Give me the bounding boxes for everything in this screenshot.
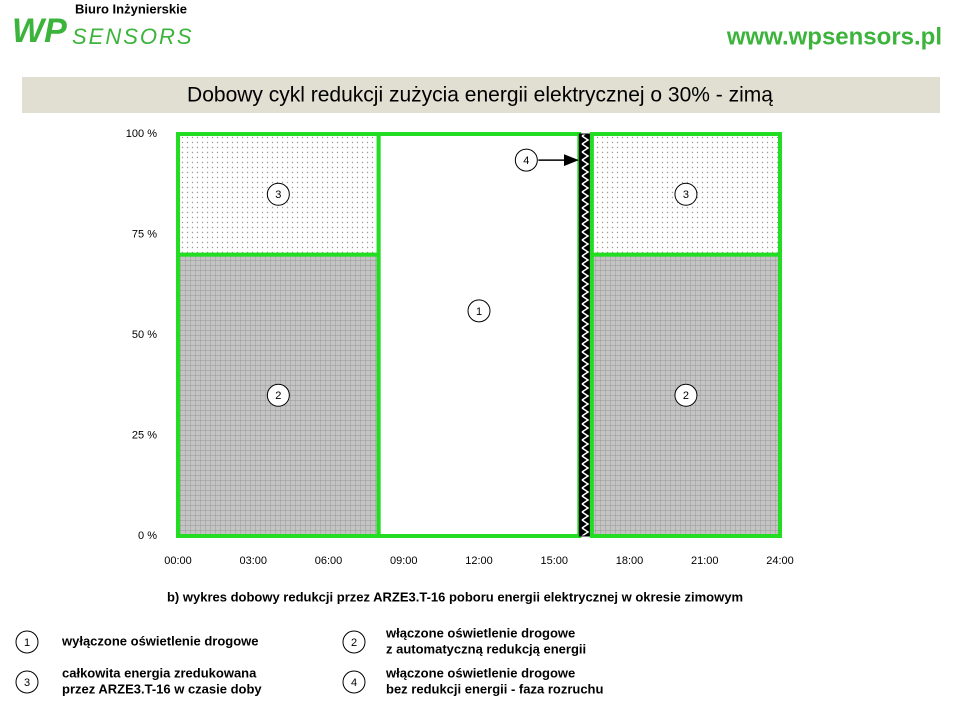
region-marker [266, 182, 290, 206]
title-bar [22, 77, 940, 113]
y-tick-label: 100 % [126, 128, 157, 140]
legend-marker [15, 630, 39, 654]
legend-number: 1 [24, 637, 30, 649]
y-tick-label: 50 % [132, 329, 157, 341]
x-tick-label: 21:00 [691, 555, 719, 567]
legend-marker [342, 670, 366, 694]
region-marker [514, 148, 538, 172]
region-label: 2 [683, 390, 689, 402]
region-label: 1 [476, 306, 482, 318]
region [376, 132, 582, 538]
logo-sensors: SENSORS [72, 24, 194, 49]
logo-wp: WP [12, 12, 67, 50]
legend-marker [15, 670, 39, 694]
region-label: 3 [683, 189, 689, 201]
x-tick-label: 15:00 [540, 555, 568, 567]
region-label: 3 [275, 189, 281, 201]
y-tick-label: 0 % [138, 530, 157, 542]
legend-text: z automatyczną redukcją energii [386, 641, 586, 656]
legend-text: włączone oświetlenie drogowe [385, 625, 575, 640]
region-marker [467, 299, 491, 323]
legend-number: 3 [24, 677, 30, 689]
legend-number: 4 [351, 677, 357, 689]
x-tick-label: 09:00 [390, 555, 418, 567]
legend-text: bez redukcji energii - faza rozruchu [386, 681, 603, 696]
legend-marker [342, 630, 366, 654]
x-tick-label: 06:00 [315, 555, 343, 567]
legend-text: całkowita energia zredukowana [62, 665, 257, 680]
region-label: 4 [523, 155, 529, 167]
chart-title: Dobowy cykl redukcji zużycia energii ele… [187, 84, 773, 107]
x-tick-label: 03:00 [239, 555, 267, 567]
caption: b) wykres dobowy redukcji przez ARZE3.T-… [167, 589, 743, 604]
company: Biuro Inżynierskie [75, 1, 187, 16]
x-tick-label: 18:00 [616, 555, 644, 567]
region-marker [674, 383, 698, 407]
legend-text: przez ARZE3.T-16 w czasie doby [62, 681, 262, 696]
legend-text: wyłączone oświetlenie drogowe [61, 633, 259, 648]
y-tick-label: 25 % [132, 429, 157, 441]
region-label: 2 [275, 390, 281, 402]
y-tick-label: 75 % [132, 228, 157, 240]
region-marker [266, 383, 290, 407]
x-tick-label: 24:00 [766, 555, 794, 567]
x-tick-label: 12:00 [465, 555, 493, 567]
url: www.wpsensors.pl [726, 23, 942, 50]
legend-text: włączone oświetlenie drogowe [385, 665, 575, 680]
x-tick-label: 00:00 [164, 555, 192, 567]
region-marker [674, 182, 698, 206]
legend-number: 2 [351, 637, 357, 649]
